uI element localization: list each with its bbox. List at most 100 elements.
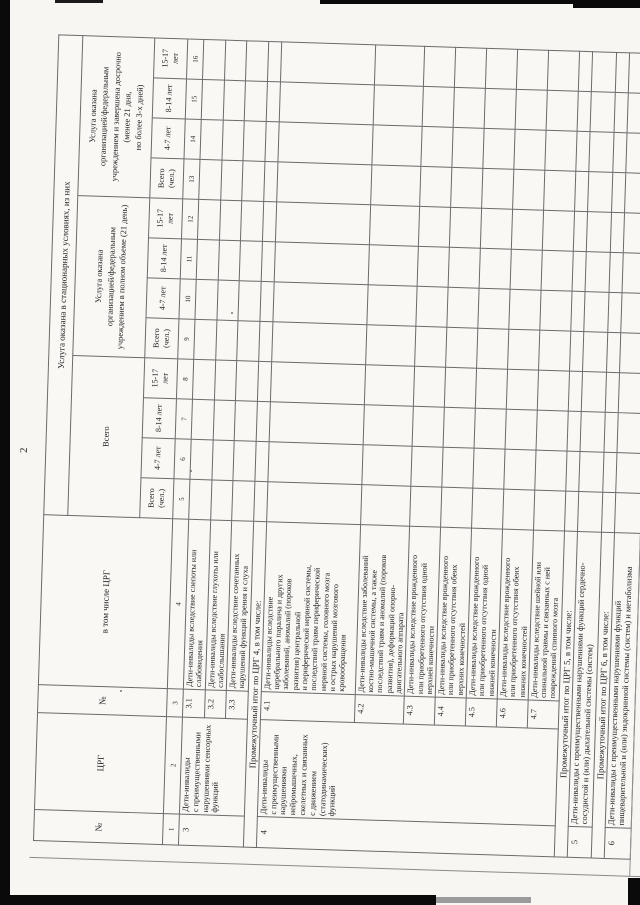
column-number-cell: 9 bbox=[177, 318, 195, 360]
value-cell bbox=[504, 409, 538, 451]
table-area: № ЦРГ № в том числе ЦРГ Услуга оказана в ста… bbox=[29, 34, 640, 878]
value-cell bbox=[540, 250, 574, 292]
value-cell bbox=[575, 131, 590, 172]
value-cell bbox=[474, 408, 507, 450]
value-cell bbox=[211, 439, 235, 481]
value-cell bbox=[224, 40, 247, 81]
value-cell bbox=[515, 89, 548, 131]
value-cell bbox=[611, 172, 626, 213]
group-header-2: Услуга оказана организацией/федеральным … bbox=[72, 195, 150, 358]
value-cell bbox=[571, 251, 587, 292]
value-cell bbox=[609, 212, 625, 253]
column-number-cell: 5 bbox=[172, 478, 190, 520]
value-cell bbox=[574, 171, 589, 212]
value-cell bbox=[507, 329, 540, 371]
value-cell bbox=[440, 487, 473, 529]
value-cell bbox=[587, 171, 613, 213]
value-cell bbox=[481, 168, 514, 210]
value-cell bbox=[569, 331, 584, 372]
value-cell bbox=[374, 44, 425, 87]
sub-number-cell: 3.3 bbox=[225, 690, 249, 720]
value-cell bbox=[271, 321, 367, 365]
value-cell bbox=[534, 450, 567, 492]
value-cell bbox=[615, 452, 640, 494]
page-number: 2 bbox=[18, 447, 30, 454]
value-cell bbox=[539, 290, 572, 332]
value-cell bbox=[259, 281, 274, 322]
sub-column-header: Всего (чел.) bbox=[149, 157, 184, 199]
value-cell bbox=[277, 121, 373, 165]
sub-column-header: Всего (чел.) bbox=[144, 317, 179, 359]
value-cell bbox=[198, 159, 222, 201]
value-cell bbox=[231, 480, 255, 522]
sub-column-header: 4-7 лет bbox=[140, 437, 176, 479]
sub-number-cell: 4.1 bbox=[260, 691, 356, 723]
value-cell bbox=[202, 39, 226, 81]
scan-edge-bottom bbox=[0, 895, 436, 905]
value-cell bbox=[475, 368, 508, 410]
value-cell bbox=[445, 327, 478, 369]
sub-column-header: 15-17 лет bbox=[153, 37, 188, 79]
value-cell bbox=[210, 479, 234, 521]
column-number-cell: 6 bbox=[173, 438, 192, 480]
value-cell bbox=[608, 252, 623, 293]
value-cell bbox=[543, 170, 576, 212]
sub-column-header: 15-17 лет bbox=[143, 357, 178, 399]
value-cell bbox=[578, 51, 593, 92]
value-cell bbox=[280, 41, 376, 85]
value-cell bbox=[604, 372, 620, 413]
value-cell bbox=[617, 372, 640, 414]
report-table: № ЦРГ № в том числе ЦРГ Услуга оказана в ста… bbox=[33, 34, 640, 860]
value-cell bbox=[614, 492, 640, 534]
value-cell bbox=[239, 240, 263, 282]
value-cell bbox=[199, 119, 223, 161]
scan-edge-bottom-gray bbox=[436, 897, 531, 903]
value-cell bbox=[416, 286, 449, 328]
value-cell bbox=[214, 359, 237, 401]
value-cell bbox=[409, 486, 442, 528]
column-number-cell: 1 bbox=[162, 813, 180, 846]
row-number-cell: 3 bbox=[178, 814, 245, 848]
value-cell bbox=[586, 211, 612, 253]
value-cell bbox=[236, 320, 260, 362]
value-cell bbox=[260, 241, 276, 282]
value-cell bbox=[513, 129, 546, 171]
column-number-cell: 8 bbox=[176, 358, 194, 400]
value-cell bbox=[366, 284, 418, 327]
value-cell bbox=[542, 210, 575, 252]
value-cell bbox=[266, 481, 362, 525]
value-cell bbox=[441, 447, 475, 489]
value-cell bbox=[417, 246, 450, 288]
value-cell bbox=[506, 369, 539, 411]
value-cell bbox=[582, 331, 608, 373]
value-cell bbox=[188, 479, 212, 520]
value-cell bbox=[583, 291, 609, 333]
value-cell bbox=[576, 91, 592, 132]
sub-number-cell: 4.3 bbox=[403, 696, 436, 726]
value-cell bbox=[191, 399, 215, 440]
value-cell bbox=[263, 161, 278, 202]
column-number-cell: 12 bbox=[181, 198, 199, 240]
sub-number-cell: 4.4 bbox=[434, 697, 467, 727]
value-cell bbox=[372, 84, 424, 127]
value-cell bbox=[222, 80, 246, 121]
sub-column-header: 8-14 лет bbox=[152, 77, 187, 119]
value-cell bbox=[370, 164, 422, 207]
value-cell bbox=[584, 251, 610, 293]
value-cell bbox=[612, 132, 627, 173]
value-cell bbox=[616, 412, 640, 454]
value-cell bbox=[233, 440, 256, 482]
value-cell bbox=[544, 130, 577, 172]
value-cell bbox=[217, 240, 241, 281]
value-cell bbox=[510, 249, 543, 291]
value-cell bbox=[360, 484, 412, 527]
value-cell bbox=[241, 160, 265, 202]
group-header-3: Услуга оказана организацией/федеральным … bbox=[77, 35, 155, 198]
scan-speck bbox=[120, 690, 122, 692]
value-cell bbox=[193, 319, 217, 360]
value-cell bbox=[278, 81, 375, 125]
value-cell bbox=[364, 364, 415, 407]
sub-number-cell: 3.2 bbox=[204, 689, 227, 719]
column-number-cell: 15 bbox=[185, 78, 203, 120]
